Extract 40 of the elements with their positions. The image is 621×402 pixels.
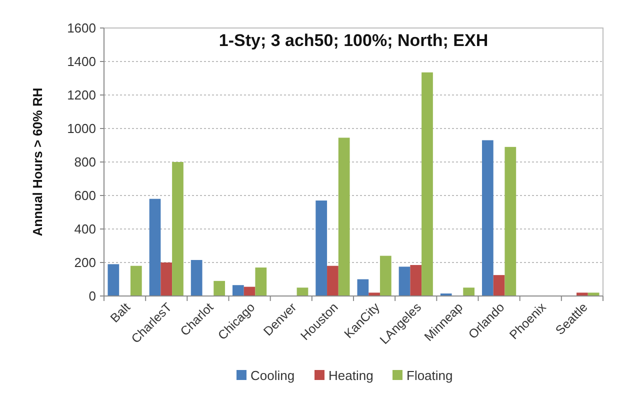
- bar: [190, 260, 202, 296]
- bar: [130, 266, 142, 296]
- legend-label: Cooling: [250, 368, 295, 383]
- y-tick-label: 1000: [67, 121, 96, 136]
- y-tick-label: 1200: [67, 88, 96, 103]
- bar: [357, 279, 369, 296]
- legend-label: Floating: [406, 368, 453, 383]
- bar: [296, 288, 308, 296]
- bar: [398, 266, 410, 296]
- y-tick-label: 600: [74, 188, 96, 204]
- bar: [327, 266, 338, 296]
- y-tick-label: 1400: [67, 54, 96, 70]
- y-tick-label: 400: [74, 222, 96, 237]
- bar: [504, 146, 516, 296]
- y-tick-label: 1600: [67, 20, 96, 36]
- bar: [410, 265, 422, 296]
- y-axis-title: Annual Hours > 60% RH: [30, 88, 45, 236]
- bar: [316, 200, 328, 296]
- bar: [149, 198, 161, 296]
- bar: [172, 162, 184, 296]
- legend-label: Heating: [328, 368, 374, 383]
- bar: [380, 256, 392, 296]
- bar: [463, 288, 475, 296]
- bar: [160, 262, 172, 296]
- bar: [255, 268, 267, 296]
- bar: [214, 280, 226, 296]
- bar: [576, 292, 588, 296]
- bar: [588, 292, 600, 296]
- x-tick-label: Balt: [108, 300, 134, 326]
- bar: [338, 138, 350, 296]
- bar: [368, 292, 380, 296]
- y-tick-label: 800: [74, 154, 96, 170]
- y-tick-label: 200: [74, 255, 96, 270]
- bar: [493, 275, 505, 296]
- y-tick-label: 0: [88, 288, 96, 304]
- bar: [422, 72, 433, 296]
- bar: [482, 140, 494, 296]
- bar: [108, 264, 120, 296]
- chart-title: 1-Sty; 3 ach50; 100%; North; EXH: [218, 31, 488, 50]
- bar: [232, 285, 244, 296]
